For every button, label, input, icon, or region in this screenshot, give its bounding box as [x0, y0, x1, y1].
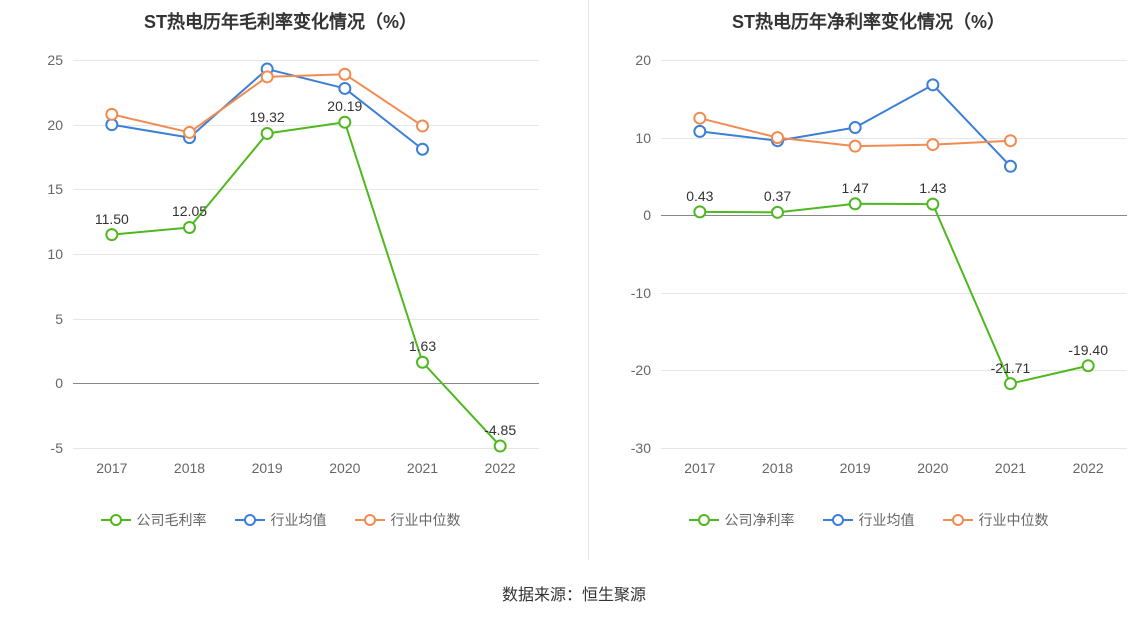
x-tick-label: 2019 [840, 448, 871, 476]
data-label: 19.32 [250, 109, 285, 125]
series-marker [184, 222, 195, 233]
y-tick-label: -30 [631, 440, 661, 456]
legend-swatch-icon [235, 513, 265, 527]
data-label: 11.50 [95, 211, 129, 227]
series-marker [1005, 135, 1016, 146]
x-tick-label: 2021 [407, 448, 438, 476]
grid-line [73, 448, 539, 449]
data-label: -4.85 [484, 422, 516, 438]
plot-area: -30-20-10010202017201820192020202120220.… [661, 60, 1127, 448]
series-marker [1005, 378, 1016, 389]
series-marker [927, 139, 938, 150]
charts-row: ST热电历年毛利率变化情况（%）-50510152025201720182019… [0, 0, 1148, 560]
series-marker [772, 207, 783, 218]
plot-area: -5051015202520172018201920202021202211.5… [73, 60, 539, 448]
y-tick-label: 20 [47, 117, 73, 133]
series-marker [417, 144, 428, 155]
data-label: 0.43 [686, 188, 713, 204]
series-marker [417, 120, 428, 131]
series-layer [661, 60, 1127, 448]
series-marker [106, 109, 117, 120]
x-tick-label: 2021 [995, 448, 1026, 476]
data-label: 12.05 [172, 203, 207, 219]
y-tick-label: 0 [55, 375, 73, 391]
series-layer [73, 60, 539, 448]
series-marker [184, 127, 195, 138]
series-marker [694, 126, 705, 137]
series-marker [772, 132, 783, 143]
y-tick-label: 20 [635, 52, 661, 68]
y-tick-label: -10 [631, 285, 661, 301]
legend: 公司毛利率 行业均值 行业中位数 [1, 510, 560, 530]
y-tick-label: 10 [47, 246, 73, 262]
chart-title: ST热电历年毛利率变化情况（%） [1, 0, 560, 34]
x-tick-label: 2019 [252, 448, 283, 476]
legend-label: 行业均值 [271, 510, 327, 530]
series-marker [339, 117, 350, 128]
series-marker [262, 128, 273, 139]
y-tick-label: 15 [47, 181, 73, 197]
page-root: ST热电历年毛利率变化情况（%）-50510152025201720182019… [0, 0, 1148, 619]
y-tick-label: 5 [55, 311, 73, 327]
y-tick-label: -5 [51, 440, 73, 456]
x-tick-label: 2020 [329, 448, 360, 476]
series-marker [1005, 161, 1016, 172]
data-label: 1.43 [919, 180, 946, 196]
series-marker [694, 206, 705, 217]
legend-label: 公司净利率 [725, 510, 795, 530]
legend-label: 行业中位数 [979, 510, 1049, 530]
data-label: 1.63 [409, 338, 436, 354]
x-tick-label: 2017 [96, 448, 127, 476]
series-line [112, 122, 500, 446]
series-marker [850, 198, 861, 209]
legend-swatch-icon [355, 513, 385, 527]
legend: 公司净利率 行业均值 行业中位数 [589, 510, 1148, 530]
data-label: -19.40 [1068, 342, 1108, 358]
legend-item: 公司毛利率 [101, 510, 207, 530]
chart-panel-gross: ST热电历年毛利率变化情况（%）-50510152025201720182019… [0, 0, 560, 560]
legend-label: 公司毛利率 [137, 510, 207, 530]
data-source-line: 数据来源：恒生聚源 [0, 581, 1148, 605]
series-marker [1083, 360, 1094, 371]
legend-label: 行业均值 [859, 510, 915, 530]
legend-item: 公司净利率 [689, 510, 795, 530]
legend-swatch-icon [101, 513, 131, 527]
legend-swatch-icon [689, 513, 719, 527]
chart-title: ST热电历年净利率变化情况（%） [589, 0, 1148, 34]
legend-item: 行业中位数 [355, 510, 461, 530]
legend-item: 行业中位数 [943, 510, 1049, 530]
grid-line [661, 448, 1127, 449]
series-marker [339, 69, 350, 80]
series-marker [495, 441, 506, 452]
series-marker [339, 83, 350, 94]
x-tick-label: 2018 [174, 448, 205, 476]
data-label: -21.71 [991, 360, 1031, 376]
series-marker [850, 141, 861, 152]
y-tick-label: 25 [47, 52, 73, 68]
data-label: 0.37 [764, 188, 791, 204]
legend-swatch-icon [943, 513, 973, 527]
series-marker [106, 229, 117, 240]
y-tick-label: 10 [635, 130, 661, 146]
series-line [700, 204, 1088, 384]
series-marker [417, 357, 428, 368]
series-marker [927, 79, 938, 90]
x-tick-label: 2017 [684, 448, 715, 476]
legend-swatch-icon [823, 513, 853, 527]
data-label: 1.47 [842, 180, 869, 196]
legend-item: 行业均值 [823, 510, 915, 530]
legend-item: 行业均值 [235, 510, 327, 530]
data-label: 20.19 [327, 98, 362, 114]
series-marker [262, 71, 273, 82]
x-tick-label: 2022 [1073, 448, 1104, 476]
y-tick-label: -20 [631, 362, 661, 378]
series-marker [927, 199, 938, 210]
series-marker [694, 113, 705, 124]
x-tick-label: 2018 [762, 448, 793, 476]
y-tick-label: 0 [643, 207, 661, 223]
legend-label: 行业中位数 [391, 510, 461, 530]
chart-panel-net: ST热电历年净利率变化情况（%）-30-20-10010202017201820… [588, 0, 1148, 560]
series-marker [850, 122, 861, 133]
x-tick-label: 2020 [917, 448, 948, 476]
